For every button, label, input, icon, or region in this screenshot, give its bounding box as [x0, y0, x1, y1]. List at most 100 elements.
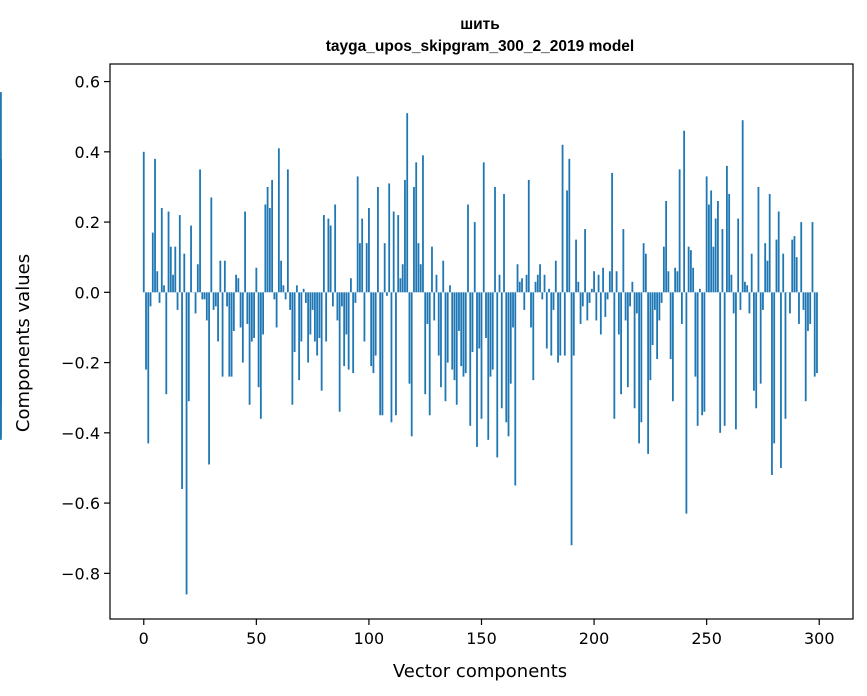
bar — [789, 292, 791, 314]
bar — [176, 292, 179, 310]
bar — [608, 271, 611, 293]
bar — [467, 204, 469, 293]
bar — [791, 239, 794, 293]
bar — [649, 292, 652, 381]
bar — [674, 267, 677, 293]
bar — [678, 169, 681, 293]
bar — [665, 200, 668, 293]
bar — [624, 292, 627, 321]
bar — [334, 204, 337, 293]
bar — [620, 292, 622, 395]
bar — [343, 292, 346, 367]
bar — [174, 246, 177, 293]
bar — [365, 243, 368, 293]
bar — [149, 292, 152, 307]
bar — [311, 292, 314, 310]
bar — [703, 292, 706, 412]
bar — [464, 292, 467, 374]
bar — [359, 243, 361, 293]
bar — [0, 158, 2, 293]
bar — [593, 271, 595, 293]
bar — [316, 292, 319, 356]
bar — [257, 292, 260, 388]
bar — [487, 292, 490, 440]
bar — [395, 292, 397, 416]
bar — [635, 292, 638, 314]
bar — [683, 130, 686, 293]
bar — [183, 253, 186, 293]
bar — [156, 271, 159, 293]
bar — [413, 186, 415, 293]
plot-frame — [109, 63, 854, 620]
bar — [451, 292, 454, 370]
bar — [368, 208, 370, 293]
bar — [798, 292, 800, 324]
bar — [775, 239, 778, 293]
bar — [196, 264, 199, 293]
bar — [588, 292, 591, 303]
bar — [667, 271, 670, 293]
bar — [289, 292, 292, 310]
bar — [602, 267, 604, 293]
bar — [723, 292, 726, 426]
bar — [259, 292, 262, 419]
bar — [390, 292, 393, 423]
bar — [338, 292, 341, 412]
bar — [748, 292, 751, 314]
bar — [476, 292, 478, 447]
bar — [246, 292, 249, 324]
bar — [482, 162, 485, 293]
bar — [746, 285, 749, 293]
bar — [717, 200, 719, 293]
bar — [656, 292, 659, 360]
bar — [534, 281, 537, 293]
bar — [446, 292, 449, 363]
bar — [401, 264, 404, 293]
bar — [813, 292, 816, 377]
bar — [237, 278, 240, 293]
bar — [313, 292, 316, 342]
bar — [516, 264, 519, 293]
bar — [694, 292, 697, 377]
bar — [726, 165, 728, 293]
bar — [406, 113, 409, 293]
bar — [741, 120, 744, 293]
bar — [327, 218, 330, 293]
x-tick-label: 200 — [579, 629, 610, 648]
bar — [424, 292, 427, 395]
bar — [244, 211, 246, 293]
bar — [273, 292, 276, 300]
bar — [295, 285, 298, 293]
bar — [701, 292, 704, 416]
x-tick-label: 100 — [354, 629, 385, 648]
bar — [455, 292, 458, 405]
bar — [0, 243, 2, 293]
bar — [577, 281, 580, 293]
bar — [642, 243, 645, 293]
bar — [696, 292, 699, 426]
bar — [325, 292, 328, 342]
bar — [771, 292, 773, 475]
bar — [442, 260, 445, 293]
bar — [268, 208, 271, 293]
bar — [370, 292, 373, 367]
y-axis-label: Components values — [13, 254, 34, 432]
bar — [494, 186, 496, 293]
bar — [473, 222, 476, 293]
bar — [676, 271, 679, 293]
bar — [613, 292, 616, 419]
bar — [782, 253, 785, 293]
bar — [777, 211, 780, 293]
bar — [221, 292, 224, 377]
bar — [755, 292, 758, 409]
bar — [266, 186, 269, 293]
bar — [381, 292, 384, 416]
bar — [561, 144, 564, 293]
bar — [352, 292, 355, 374]
bar — [383, 243, 386, 293]
bar — [539, 264, 541, 293]
bar — [322, 215, 325, 293]
bar — [347, 292, 350, 370]
bar — [235, 274, 237, 293]
bar — [816, 292, 818, 374]
